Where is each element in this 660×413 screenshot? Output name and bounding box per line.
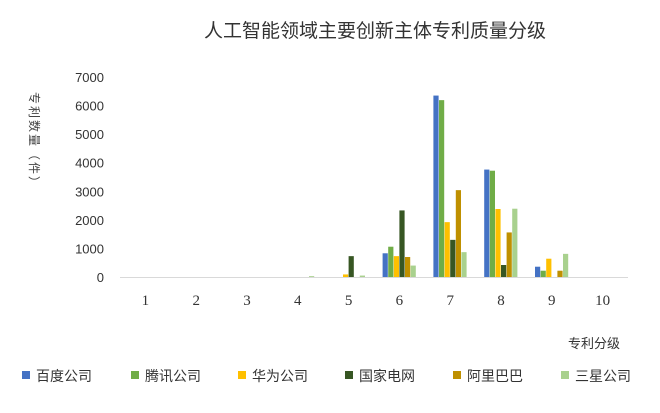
bar xyxy=(393,256,399,277)
x-tick-label: 6 xyxy=(396,293,404,309)
x-tick-label: 1 xyxy=(142,293,150,309)
legend-swatch xyxy=(131,371,139,379)
bar xyxy=(382,253,388,277)
legend-label: 华为公司 xyxy=(252,369,308,385)
legend: 百度公司 腾讯公司 华为公司 国家电网 阿里巴巴 三星公司 xyxy=(22,368,631,385)
bar xyxy=(501,265,507,277)
x-axis-label: 专利分级 xyxy=(568,337,620,352)
legend-swatch xyxy=(238,371,246,379)
legend-label: 腾讯公司 xyxy=(145,368,201,385)
bar xyxy=(484,169,490,277)
chart-title: 人工智能领域主要创新主体专利质量分级 xyxy=(204,20,546,42)
legend-swatch xyxy=(561,371,569,379)
y-tick-label: 0 xyxy=(97,270,104,285)
legend-label: 国家电网 xyxy=(359,368,415,385)
x-tick-label: 3 xyxy=(243,293,251,309)
y-tick-label: 7000 xyxy=(75,70,104,85)
legend-item: 华为公司 xyxy=(238,369,308,385)
legend-swatch xyxy=(453,371,461,379)
x-tick-label: 9 xyxy=(548,293,556,309)
legend-swatch xyxy=(22,371,30,379)
bar xyxy=(461,252,467,277)
x-tick-label: 8 xyxy=(497,293,505,309)
y-tick-label: 5000 xyxy=(75,127,104,142)
bar xyxy=(359,275,365,277)
legend-label: 阿里巴巴 xyxy=(467,369,523,385)
y-tick-label: 4000 xyxy=(75,156,104,171)
bar xyxy=(563,253,569,277)
bar xyxy=(455,190,461,277)
bar xyxy=(489,170,495,277)
bar xyxy=(439,100,445,277)
bar xyxy=(495,209,501,277)
bar xyxy=(405,257,411,277)
y-tick-label: 6000 xyxy=(75,99,104,114)
bar xyxy=(450,239,456,277)
x-tick-label: 4 xyxy=(294,293,302,309)
legend-item: 三星公司 xyxy=(561,369,631,385)
legend-label: 百度公司 xyxy=(36,369,92,385)
y-tick-label: 1000 xyxy=(75,241,104,256)
bar xyxy=(557,270,563,277)
bar xyxy=(433,95,439,277)
bar xyxy=(444,222,450,277)
bar xyxy=(512,208,518,277)
x-tick-label: 7 xyxy=(446,293,454,309)
bar xyxy=(348,256,354,277)
bar xyxy=(399,210,405,277)
bar xyxy=(343,274,349,277)
bar xyxy=(540,270,546,277)
legend-label: 三星公司 xyxy=(575,369,631,385)
y-axis-label: 专利数量（件） xyxy=(27,92,42,190)
y-tick-label: 2000 xyxy=(75,213,104,228)
bars-group xyxy=(309,95,569,277)
bar xyxy=(410,265,416,277)
x-tick-label: 5 xyxy=(345,293,353,309)
legend-item: 百度公司 xyxy=(22,369,92,385)
legend-swatch xyxy=(345,371,353,379)
bar xyxy=(546,258,552,277)
legend-item: 腾讯公司 xyxy=(131,368,201,385)
y-tick-label: 3000 xyxy=(75,184,104,199)
x-tick-label: 2 xyxy=(192,293,200,309)
bar xyxy=(388,246,394,277)
bar xyxy=(309,276,315,277)
x-tick-label: 10 xyxy=(595,293,610,309)
legend-item: 国家电网 xyxy=(345,368,415,385)
bar xyxy=(535,266,541,277)
bar xyxy=(506,232,512,277)
y-tick-labels: 0 1000 2000 3000 4000 5000 6000 7000 xyxy=(75,70,104,285)
x-tick-labels: 1 2 3 4 5 6 7 8 9 10 xyxy=(142,293,610,309)
legend-item: 阿里巴巴 xyxy=(453,369,523,385)
